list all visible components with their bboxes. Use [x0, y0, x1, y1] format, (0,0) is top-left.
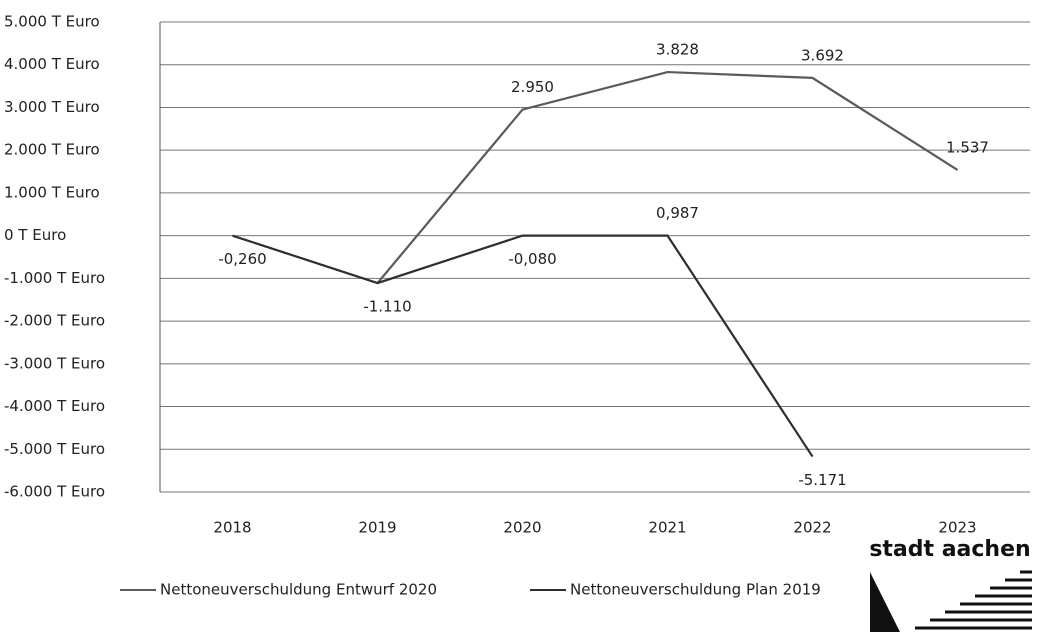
y-tick-label: -6.000 T Euro: [4, 483, 105, 501]
data-label: 2.950: [511, 78, 554, 96]
data-label: -1.110: [363, 298, 411, 316]
y-tick-label: 5.000 T Euro: [4, 13, 100, 31]
y-tick-label: -5.000 T Euro: [4, 440, 105, 458]
y-tick-label: -1.000 T Euro: [4, 269, 105, 287]
y-tick-label: 1.000 T Euro: [4, 183, 100, 201]
legend-label: Nettoneuverschuldung Entwurf 2020: [160, 581, 437, 599]
x-tick-label: 2018: [213, 519, 251, 537]
y-tick-label: 4.000 T Euro: [4, 55, 100, 73]
x-tick-label: 2023: [938, 519, 976, 537]
legend-label: Nettoneuverschuldung Plan 2019: [570, 581, 821, 599]
logo: stadt aachen: [869, 537, 1032, 632]
logo-shape: [870, 572, 900, 632]
y-tick-label: -4.000 T Euro: [4, 397, 105, 415]
y-tick-label: -2.000 T Euro: [4, 312, 105, 330]
x-tick-label: 2022: [793, 519, 831, 537]
y-tick-label: 2.000 T Euro: [4, 141, 100, 159]
data-label: 3.828: [656, 41, 699, 59]
data-label: 1.537: [946, 138, 989, 156]
y-tick-label: -3.000 T Euro: [4, 354, 105, 372]
data-label: -0,260: [218, 250, 266, 268]
data-label: -0,080: [508, 250, 556, 268]
y-tick-label: 0 T Euro: [4, 226, 66, 244]
series-line: [376, 70, 959, 284]
x-tick-label: 2020: [503, 519, 541, 537]
x-tick-label: 2019: [358, 519, 396, 537]
data-label: 0,987: [656, 204, 699, 222]
series-line: [232, 234, 814, 458]
logo-stripes: [915, 570, 1032, 630]
y-tick-label: 3.000 T Euro: [4, 98, 100, 116]
logo-text: stadt aachen: [869, 537, 1030, 562]
data-label: -5.171: [798, 471, 846, 489]
x-tick-label: 2021: [648, 519, 686, 537]
data-label: 3.692: [801, 46, 844, 64]
